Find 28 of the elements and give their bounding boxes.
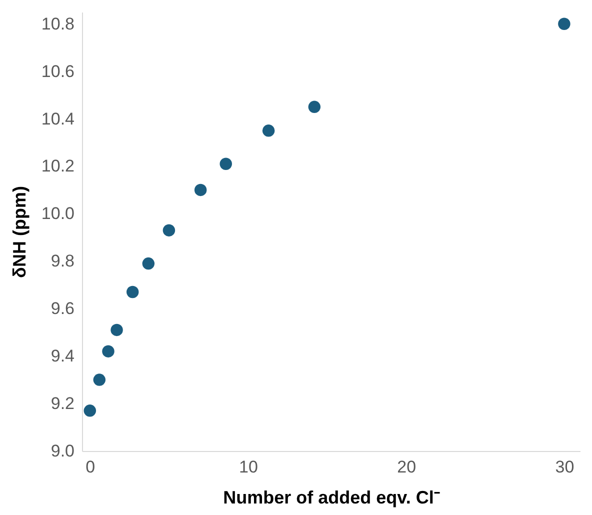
y-tick-label: 9.2 <box>50 394 74 414</box>
point <box>162 224 176 236</box>
y-tick-label: 9.6 <box>50 299 74 318</box>
point <box>220 158 232 170</box>
point <box>558 18 570 30</box>
y-tick-label: 10.0 <box>41 204 74 224</box>
y-tick-label: 10.6 <box>41 62 74 81</box>
point <box>142 257 155 270</box>
y-tick-label: 9.8 <box>50 252 74 271</box>
point <box>84 404 96 417</box>
y-tick-label: 10.4 <box>41 109 74 128</box>
y-axis-title: δNH (ppm) <box>9 186 30 278</box>
y-tick-label: 10.2 <box>41 156 74 176</box>
point <box>126 286 139 298</box>
y-tick-label: 10.8 <box>41 14 74 34</box>
y-tick-label: 9.4 <box>50 346 74 366</box>
x-tick-label: 0 <box>86 458 96 476</box>
point <box>93 374 106 386</box>
x-axis-title: Number of added eqv. Cl⁻ <box>223 488 440 508</box>
point <box>262 124 275 137</box>
x-tick-label: 20 <box>397 458 416 476</box>
point <box>194 184 207 196</box>
x-tick-label: 10 <box>239 458 258 476</box>
x-tick-label: 30 <box>555 458 574 476</box>
point <box>110 324 123 336</box>
y-tick-label: 9.0 <box>50 442 74 460</box>
point <box>102 345 114 358</box>
point <box>308 100 321 114</box>
